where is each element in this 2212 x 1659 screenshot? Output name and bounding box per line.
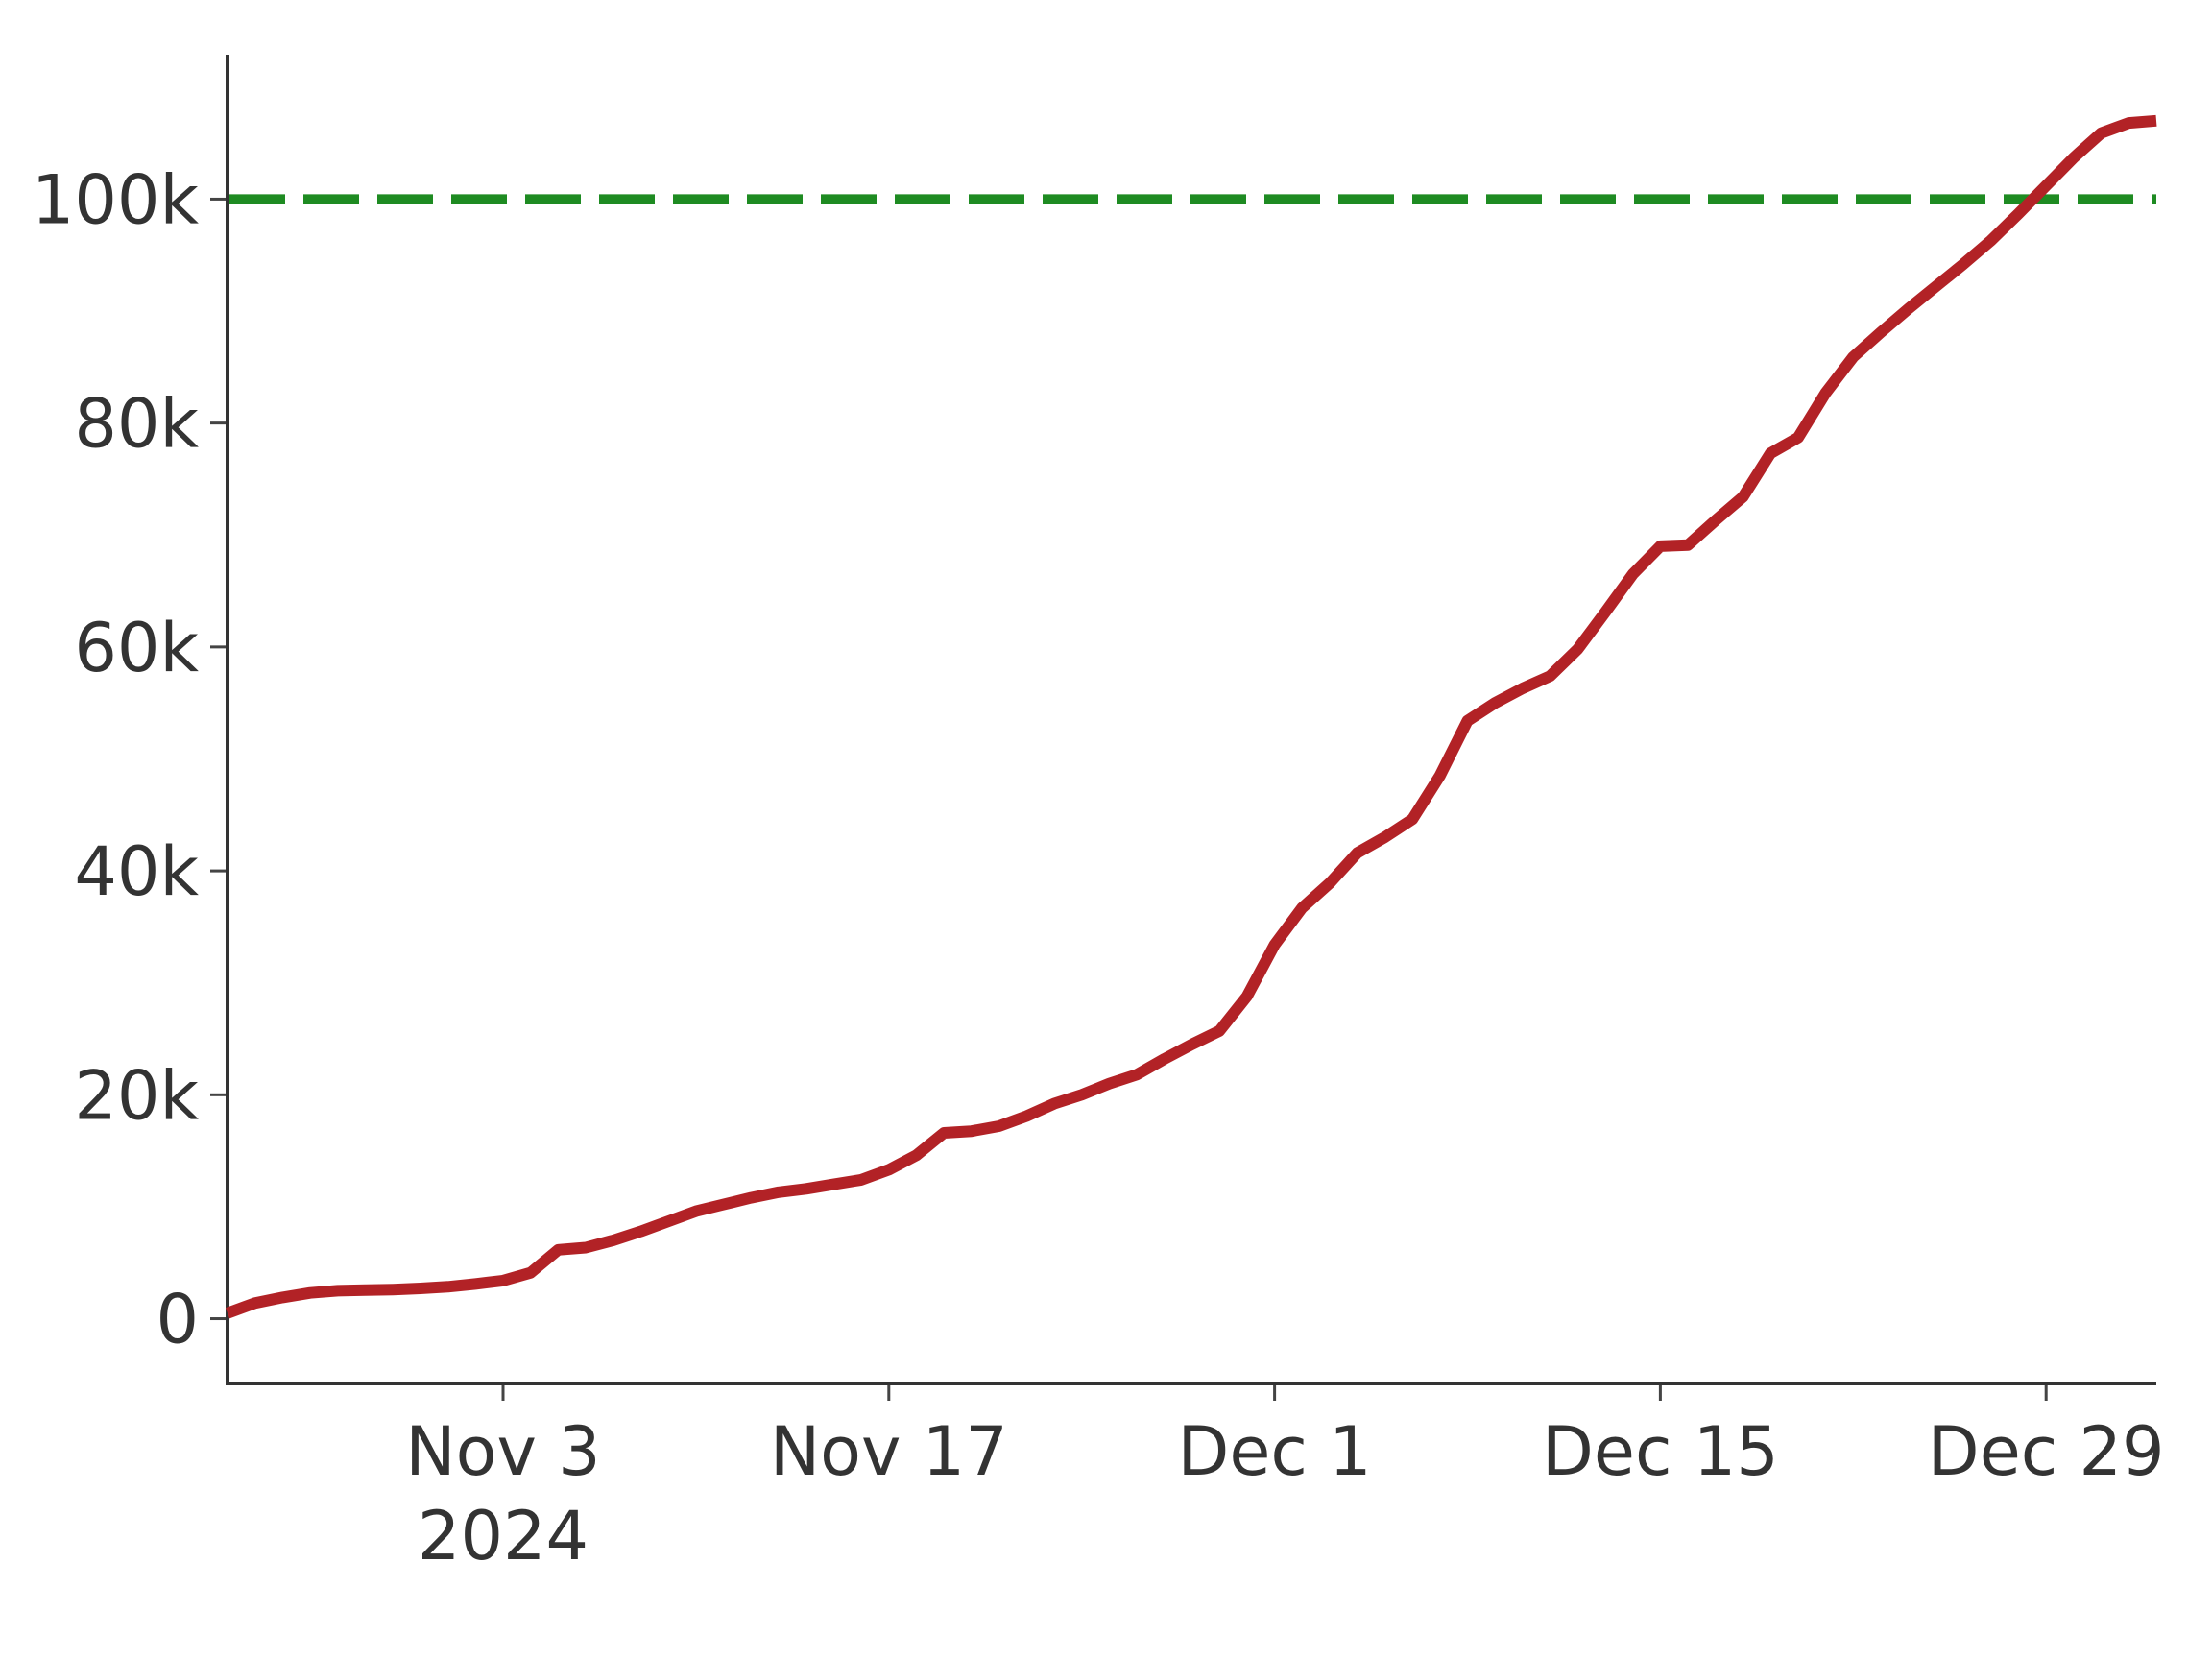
y-axis: 0 20k 40k 60k 80k 100k bbox=[32, 55, 229, 1384]
data-series-line bbox=[225, 114, 2157, 1319]
x-tick-year-sublabel: 2024 bbox=[418, 1497, 589, 1575]
y-tick-label: 60k bbox=[74, 609, 199, 687]
y-tick-label: 100k bbox=[32, 160, 200, 239]
y-tick-label: 20k bbox=[74, 1056, 199, 1135]
x-tick-label: Nov 3 bbox=[405, 1412, 600, 1491]
x-tick-label: Dec 29 bbox=[1928, 1412, 2165, 1491]
y-tick-label: 40k bbox=[74, 832, 199, 911]
y-tick-label: 80k bbox=[74, 385, 199, 464]
x-tick-label: Nov 17 bbox=[770, 1412, 1008, 1491]
y-tick-label: 0 bbox=[156, 1281, 199, 1359]
x-tick-label: Dec 1 bbox=[1177, 1412, 1371, 1491]
x-tick-label: Dec 15 bbox=[1542, 1412, 1779, 1491]
